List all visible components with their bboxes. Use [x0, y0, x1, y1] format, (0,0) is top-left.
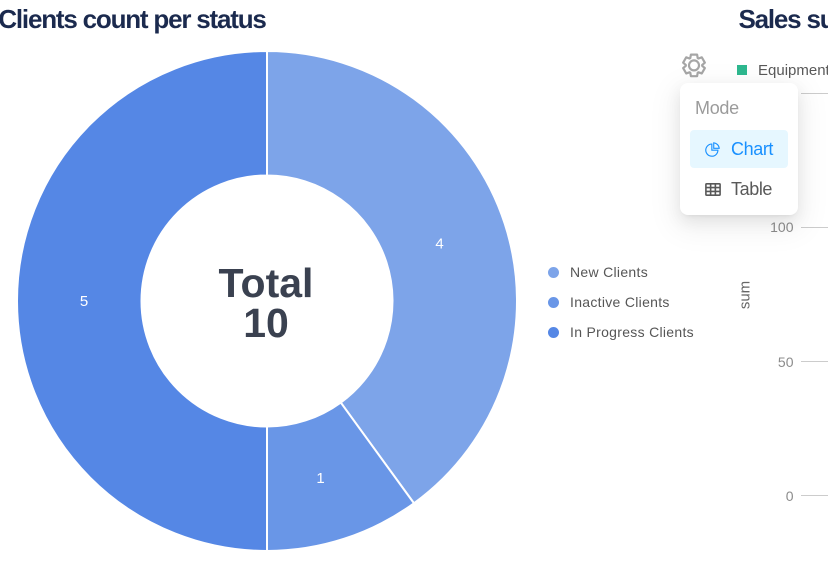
svg-text:5: 5	[80, 293, 88, 310]
svg-text:4: 4	[435, 236, 443, 253]
svg-text:1: 1	[316, 470, 324, 487]
